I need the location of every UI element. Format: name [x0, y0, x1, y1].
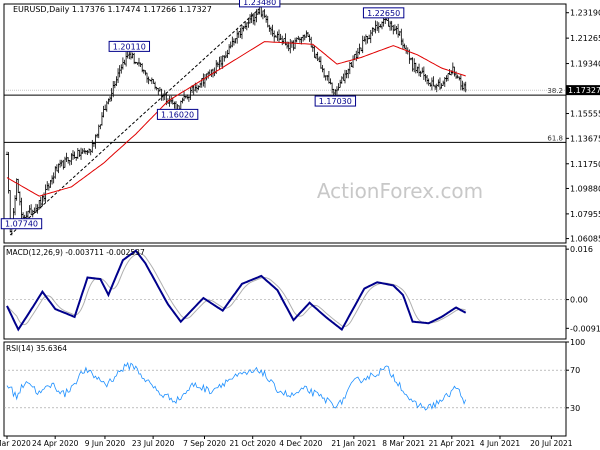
x-tick-label: 7 Sep 2020	[183, 439, 226, 448]
annotation-label: 1.23480	[243, 0, 276, 7]
x-tick-label: 21 Jan 2021	[331, 439, 376, 448]
price-ytick-label: 1.23190	[570, 9, 600, 18]
annotation-box	[156, 108, 199, 120]
macd-ytick-label: 0.00	[570, 296, 588, 305]
rsi-panel-frame	[3, 341, 567, 437]
price-ytick-label: 1.13675	[570, 134, 600, 143]
current-price-label: 1.17327	[568, 86, 600, 95]
x-tick-label: 21 Oct 2020	[229, 439, 276, 448]
price-ytick-label: 1.21265	[570, 34, 600, 43]
annotation-label: 1.16020	[161, 110, 194, 119]
macd-ytick-label: 0.016	[570, 245, 593, 254]
macd-panel-frame	[3, 245, 567, 340]
annotation-label: 1.22650	[367, 9, 400, 18]
rsi-header-label: RSI(14) 35.6364	[6, 344, 67, 353]
annotation-label: 1.07740	[5, 220, 38, 229]
x-tick-label: 9 Jun 2020	[85, 439, 126, 448]
price-ytick-label: 1.06085	[570, 235, 600, 244]
macd-ytick-label: -0.009116	[570, 324, 600, 333]
price-ytick-label: 1.07955	[570, 210, 600, 219]
fib-label: 61.8	[547, 134, 563, 142]
rsi-line	[6, 361, 467, 411]
rsi-ytick-label: 70	[570, 366, 580, 375]
trendline	[9, 8, 260, 236]
annotation-label: 1.17030	[319, 97, 352, 106]
annotation-label: 1.20110	[113, 42, 146, 51]
annotation-box	[314, 95, 357, 107]
moving-average-line	[6, 41, 466, 197]
price-ytick-label: 1.11750	[570, 160, 600, 169]
watermark: ActionForex.com	[317, 179, 483, 203]
fib-label: 38.2	[547, 87, 563, 95]
macd-header-label: MACD(12,26,9) -0.003711 -0.002537	[6, 248, 145, 257]
x-tick-label: 23 Jul 2020	[132, 439, 175, 448]
price-ytick-label: 1.09880	[570, 184, 600, 193]
price-ytick-label: 1.19340	[570, 60, 600, 69]
x-tick-label: 4 Jun 2021	[480, 439, 521, 448]
macd-line	[6, 249, 467, 332]
x-tick-label: 8 Mar 2021	[382, 439, 425, 448]
price-ytick-label: 1.15555	[570, 110, 600, 119]
annotation-box	[362, 7, 405, 19]
current-price-badge	[566, 85, 600, 96]
annotation-box	[238, 0, 281, 8]
price-header-label: EURUSD,Daily 1.17376 1.17474 1.17266 1.1…	[13, 5, 212, 14]
rsi-ytick-label: 30	[570, 404, 580, 413]
rsi-ytick-label: 100	[570, 338, 585, 347]
x-tick-label: 24 Apr 2020	[32, 439, 79, 448]
x-tick-label: 21 Apr 2021	[429, 439, 476, 448]
x-tick-label: 20 Jul 2021	[530, 439, 573, 448]
annotation-box	[0, 218, 43, 230]
x-tick-label: 4 Dec 2020	[279, 439, 322, 448]
price-panel-frame	[3, 3, 567, 244]
x-tick-label: 11 Mar 2020	[0, 439, 31, 448]
annotation-box	[108, 40, 151, 52]
